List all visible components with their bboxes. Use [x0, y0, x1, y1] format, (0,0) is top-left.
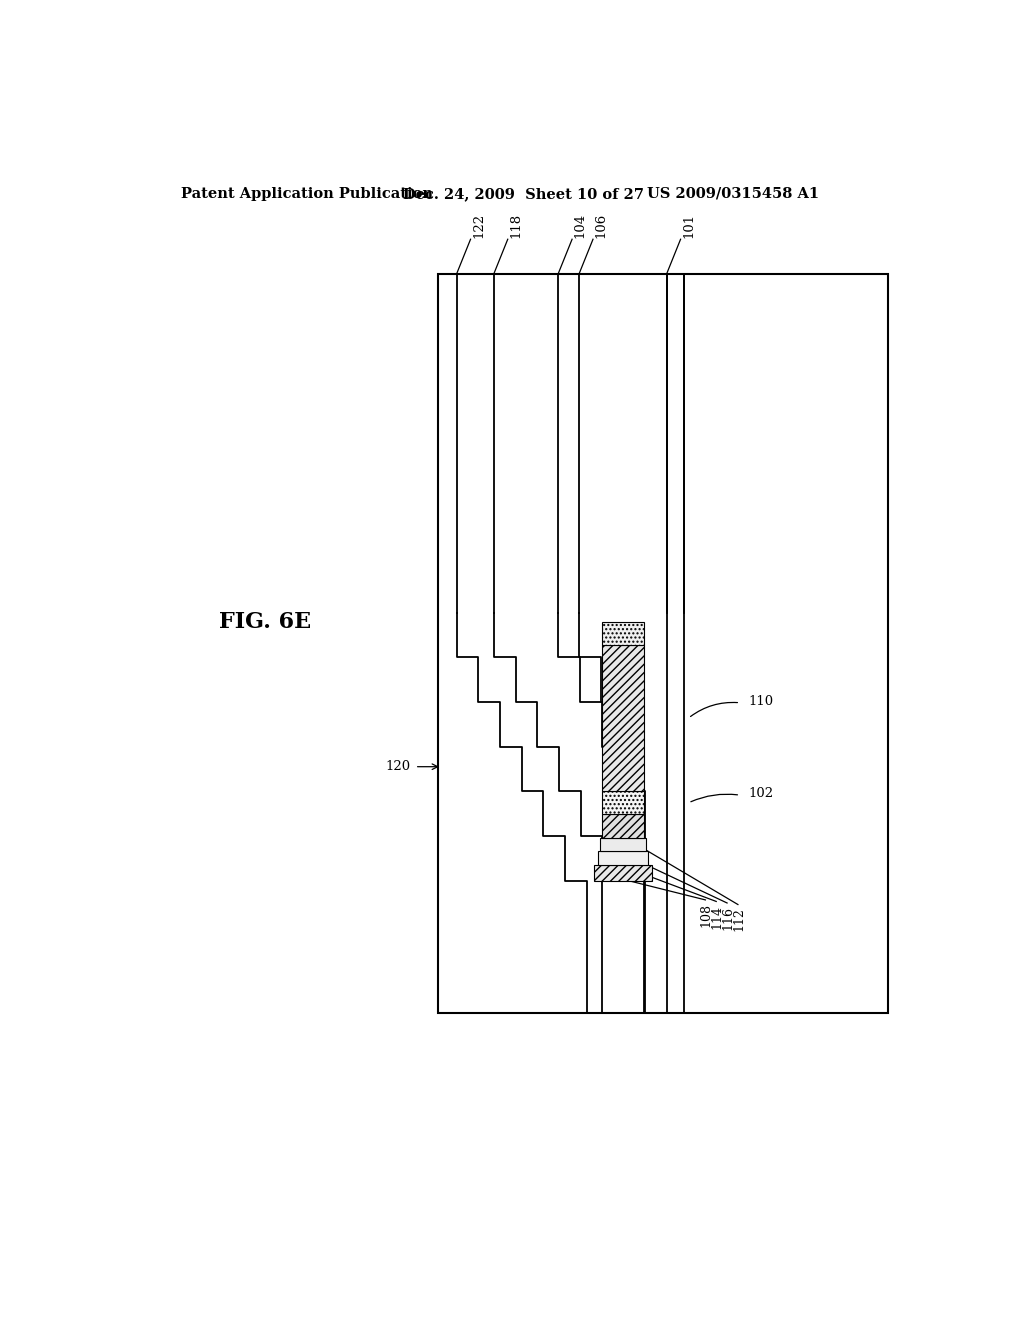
- Bar: [594, 866, 652, 880]
- Text: 114: 114: [711, 904, 724, 928]
- Text: 108: 108: [699, 903, 713, 927]
- Text: 122: 122: [472, 213, 485, 238]
- Text: US 2009/0315458 A1: US 2009/0315458 A1: [647, 187, 819, 201]
- Bar: [438, 275, 888, 1014]
- Text: 120: 120: [386, 760, 411, 774]
- Text: Patent Application Publication: Patent Application Publication: [180, 187, 433, 201]
- Bar: [598, 851, 648, 866]
- Text: 104: 104: [573, 213, 587, 238]
- Text: 112: 112: [732, 908, 745, 932]
- Text: FIG. 6E: FIG. 6E: [219, 611, 311, 634]
- Text: Dec. 24, 2009  Sheet 10 of 27: Dec. 24, 2009 Sheet 10 of 27: [403, 187, 644, 201]
- Text: 116: 116: [721, 906, 734, 931]
- Text: 118: 118: [509, 213, 522, 238]
- Bar: [601, 792, 644, 814]
- Bar: [601, 645, 644, 792]
- Bar: [601, 622, 644, 645]
- Text: 110: 110: [748, 694, 773, 708]
- Bar: [600, 838, 646, 851]
- Text: 102: 102: [748, 787, 773, 800]
- Text: 101: 101: [682, 213, 695, 238]
- Text: 106: 106: [595, 213, 607, 238]
- Bar: [601, 814, 644, 838]
